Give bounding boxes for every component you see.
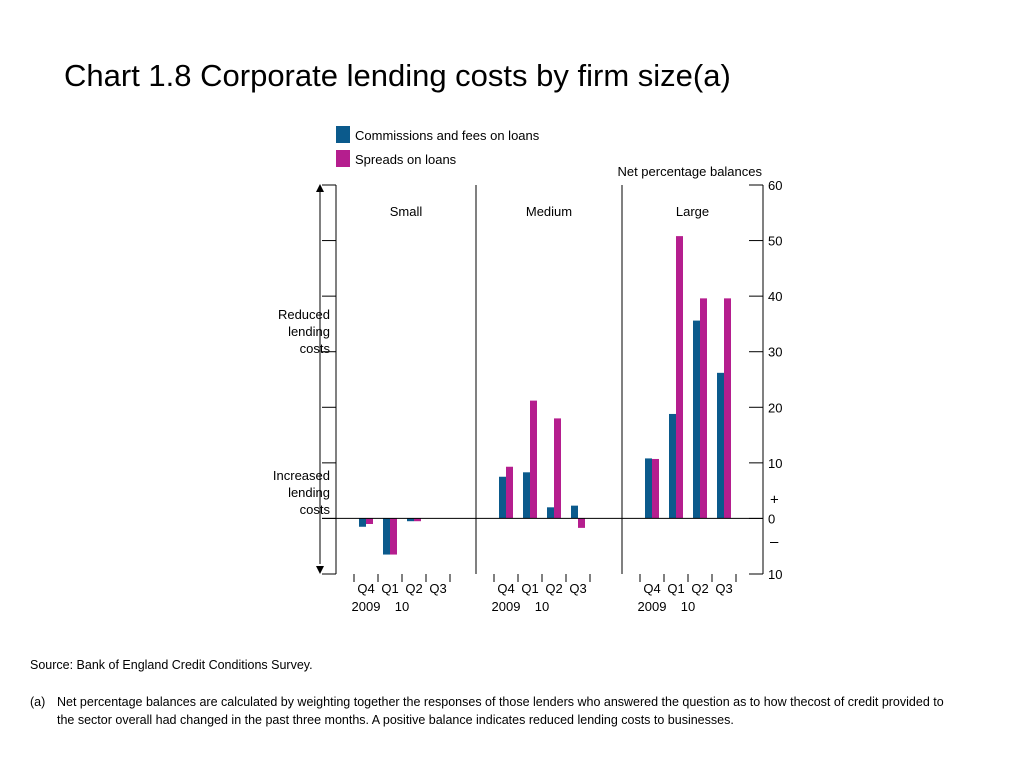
- legend-label: Spreads on loans: [355, 152, 457, 167]
- legend-label: Commissions and fees on loans: [355, 128, 540, 143]
- bar-spreads: [530, 400, 537, 519]
- bar-spreads: [652, 458, 659, 519]
- bar-commissions: [717, 372, 724, 519]
- chart: 10 0 10 20 30 40 50 60 + – Net percentage balances…: [273, 126, 782, 614]
- y-tick-label: 60: [768, 178, 782, 193]
- y-tick-label: 20: [768, 400, 782, 415]
- panel-title: Large: [676, 204, 709, 219]
- bar-spreads: [414, 518, 421, 522]
- bar-commissions: [359, 518, 366, 527]
- year-label: 2009: [352, 599, 381, 614]
- bar-spreads: [366, 518, 373, 524]
- x-tick-label: Q4: [497, 581, 514, 596]
- footnote: (a) Net percentage balances are calculat…: [30, 693, 960, 729]
- side-label-increased: costs: [300, 502, 331, 517]
- bar-spreads: [700, 298, 707, 519]
- y-tick-label: 50: [768, 234, 782, 249]
- footnote-marker: (a): [30, 695, 46, 709]
- side-label-increased: Increased: [273, 468, 330, 483]
- bar-commissions: [523, 472, 530, 519]
- x-tick-label: Q2: [691, 581, 708, 596]
- y-tick-label: 10: [768, 567, 782, 582]
- year-label: 2009: [492, 599, 521, 614]
- year-label: 10: [681, 599, 695, 614]
- plus-sign: +: [770, 491, 779, 508]
- y-tick-label: 40: [768, 289, 782, 304]
- panel-title: Medium: [526, 204, 572, 219]
- source-note: Source: Bank of England Credit Condition…: [30, 658, 313, 672]
- bar-commissions: [407, 518, 414, 522]
- x-tick-label: Q3: [715, 581, 732, 596]
- bar-commissions: [669, 413, 676, 519]
- legend-swatch: [336, 150, 350, 167]
- y-axis-label: Net percentage balances: [617, 164, 762, 179]
- bar-commissions: [547, 507, 554, 519]
- x-tick-label: Q1: [381, 581, 398, 596]
- side-label-increased: lending: [288, 485, 330, 500]
- bar-commissions: [645, 458, 652, 519]
- bar-commissions: [383, 518, 390, 555]
- x-tick-label: Q1: [667, 581, 684, 596]
- x-tick-label: Q2: [545, 581, 562, 596]
- direction-arrow-up-head: [316, 184, 324, 192]
- bar-spreads: [578, 518, 585, 528]
- bar-spreads: [724, 298, 731, 519]
- y-tick-label: 30: [768, 345, 782, 360]
- footnote-text: Net percentage balances are calculated b…: [57, 695, 944, 727]
- x-tick-label: Q1: [521, 581, 538, 596]
- bar-commissions: [499, 476, 506, 519]
- minus-sign: –: [770, 533, 779, 550]
- slide-title: Chart 1.8 Corporate lending costs by fir…: [64, 58, 731, 93]
- year-label: 10: [535, 599, 549, 614]
- year-label: 2009: [638, 599, 667, 614]
- panel-title: Small: [390, 204, 423, 219]
- bar-spreads: [506, 466, 513, 519]
- y-tick-label: 0: [768, 511, 775, 526]
- y-tick-label: 10: [768, 456, 782, 471]
- bar-spreads: [390, 518, 397, 555]
- direction-arrow-down-head: [316, 566, 324, 574]
- bar-spreads: [676, 236, 683, 519]
- legend-swatch: [336, 126, 350, 143]
- bar-commissions: [693, 320, 700, 519]
- x-tick-label: Q4: [357, 581, 374, 596]
- x-tick-label: Q4: [643, 581, 660, 596]
- x-tick-label: Q3: [569, 581, 586, 596]
- side-label-reduced: lending: [288, 324, 330, 339]
- x-tick-label: Q2: [405, 581, 422, 596]
- bar-commissions: [571, 505, 578, 519]
- year-label: 10: [395, 599, 409, 614]
- side-label-reduced: Reduced: [278, 307, 330, 322]
- bar-spreads: [554, 418, 561, 519]
- x-tick-label: Q3: [429, 581, 446, 596]
- side-label-reduced: costs: [300, 341, 331, 356]
